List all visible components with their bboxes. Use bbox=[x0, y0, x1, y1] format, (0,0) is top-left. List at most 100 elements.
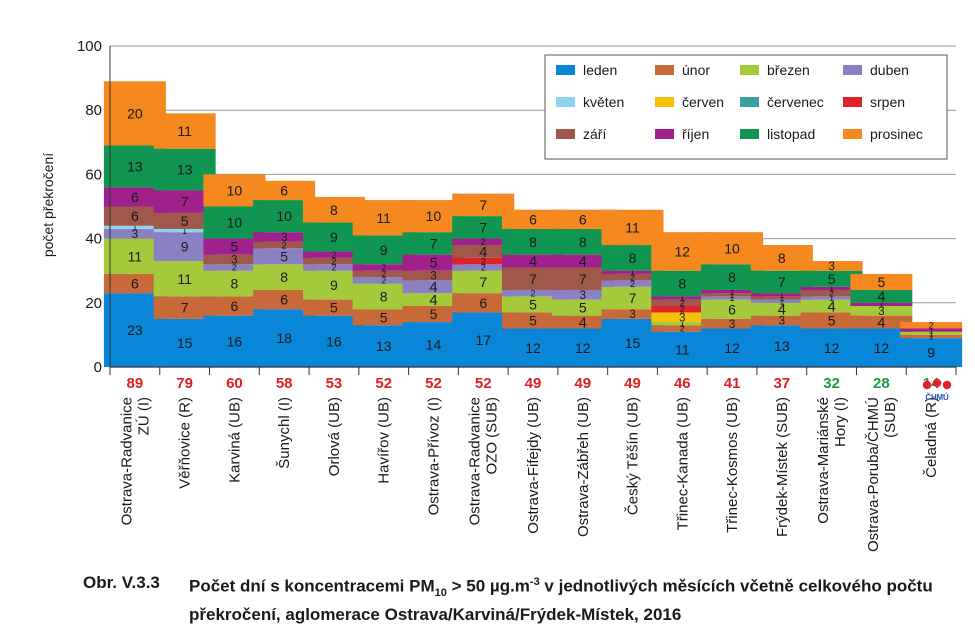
bar-segment bbox=[452, 216, 515, 239]
bar-segment bbox=[253, 180, 316, 201]
data-label: 2 bbox=[282, 240, 287, 250]
legend-label: únor bbox=[682, 62, 710, 78]
category-label-line: Frýdek-Místek (SUB) bbox=[774, 397, 791, 537]
total-label: 28 bbox=[873, 375, 890, 392]
data-label: 2 bbox=[630, 272, 635, 282]
data-label: 11 bbox=[177, 123, 192, 139]
bar-segment bbox=[352, 309, 415, 326]
category-label-line: Ostrava-Fifejdy (UB) bbox=[525, 397, 542, 534]
data-label: 11 bbox=[128, 248, 143, 264]
bar-segment bbox=[850, 302, 913, 307]
bar-segment bbox=[103, 206, 166, 226]
bar-segment bbox=[103, 225, 166, 229]
data-label: 6 bbox=[280, 292, 288, 308]
data-label: 15 bbox=[625, 335, 641, 351]
data-label: 10 bbox=[227, 215, 243, 231]
data-label: 7 bbox=[181, 300, 189, 316]
bar-segment bbox=[900, 322, 963, 329]
data-label: 8 bbox=[579, 234, 587, 250]
logo-text: ČHMÚ bbox=[925, 393, 949, 402]
data-label: 3 bbox=[629, 308, 635, 321]
data-label: 4 bbox=[579, 315, 587, 331]
bar-segment bbox=[900, 328, 963, 332]
category-label-line: Havířov (UB) bbox=[376, 397, 393, 484]
data-label: 3 bbox=[430, 270, 436, 283]
legend-swatch bbox=[556, 65, 575, 75]
data-label: 7 bbox=[181, 194, 189, 210]
data-label: 7 bbox=[529, 271, 537, 287]
data-label: 16 bbox=[326, 333, 342, 349]
legend-label: duben bbox=[870, 62, 909, 78]
data-label: 3 bbox=[132, 228, 138, 241]
data-label: 2 bbox=[331, 250, 336, 260]
bar-segment bbox=[452, 270, 515, 294]
bar-segment bbox=[352, 277, 415, 284]
data-label: 8 bbox=[231, 276, 239, 292]
data-label: 8 bbox=[778, 250, 786, 266]
legend-swatch bbox=[655, 97, 674, 107]
data-label: 9 bbox=[380, 242, 388, 258]
data-label: 2 bbox=[680, 298, 685, 308]
data-label: 1 bbox=[779, 290, 784, 300]
data-label: 5 bbox=[231, 239, 239, 255]
data-label: 8 bbox=[529, 234, 537, 250]
caption-label: Obr. V.3.3 bbox=[83, 573, 160, 592]
category-label-line: Ostrava-Poruba/ČHMÚ bbox=[865, 397, 882, 552]
bar-segment bbox=[153, 296, 216, 319]
data-label: 5 bbox=[380, 309, 388, 325]
data-label: 1 bbox=[132, 223, 137, 233]
category-label-line: Šunychl (I) bbox=[276, 397, 293, 469]
data-label: 9 bbox=[330, 277, 338, 293]
category-label-line: ZÚ (I) bbox=[135, 397, 152, 435]
data-label: 13 bbox=[127, 158, 143, 174]
bar-segment bbox=[651, 322, 714, 326]
data-label: 1 bbox=[630, 268, 635, 278]
caption-text: Počet dní s koncentracemi PM10 > 50 µg.m… bbox=[189, 576, 933, 625]
legend: leden únor březen duben květen červen červenec… bbox=[544, 54, 948, 160]
bar-segment bbox=[153, 228, 216, 233]
data-label: 8 bbox=[330, 202, 338, 218]
data-label: 3 bbox=[878, 305, 884, 318]
total-label: 53 bbox=[326, 375, 343, 392]
legend-label: leden bbox=[583, 62, 617, 78]
data-label: 17 bbox=[475, 332, 491, 348]
total-label: 49 bbox=[624, 375, 641, 392]
data-label: 10 bbox=[276, 208, 292, 224]
data-label: 1 bbox=[730, 287, 735, 297]
total-label: 89 bbox=[127, 375, 144, 392]
bar-segment bbox=[551, 254, 614, 268]
data-label: 8 bbox=[629, 250, 637, 266]
category-label: Ostrava-RadvaniceZÚ (I) bbox=[118, 397, 152, 525]
data-label: 4 bbox=[877, 315, 885, 331]
data-label: 8 bbox=[280, 269, 288, 285]
category-label-line: Karviná (UB) bbox=[226, 397, 243, 483]
bar-segment bbox=[402, 270, 465, 281]
data-label: 5 bbox=[877, 274, 885, 290]
data-label: 1 bbox=[680, 319, 685, 329]
category-label: Ostrava-RadvaniceOZO (SUB) bbox=[467, 397, 501, 525]
bar-segment bbox=[651, 312, 714, 323]
category-label: Frýdek-Místek (SUB) bbox=[774, 397, 791, 537]
y-axis: 0 20 40 60 80 100 bbox=[77, 38, 956, 376]
bar-segment bbox=[203, 238, 266, 255]
total-label: 46 bbox=[674, 375, 691, 392]
data-label: 9 bbox=[181, 239, 189, 255]
legend-label: prosinec bbox=[870, 126, 923, 142]
bar-segment bbox=[551, 289, 614, 300]
category-label-line: (SUB) bbox=[882, 397, 899, 438]
data-label: 2 bbox=[481, 256, 486, 266]
data-label: 8 bbox=[380, 288, 388, 304]
bar-segment bbox=[601, 280, 664, 287]
bar-segment bbox=[402, 306, 465, 323]
data-label: 4 bbox=[579, 254, 587, 270]
data-label: 4 bbox=[479, 245, 487, 261]
data-label: 2 bbox=[630, 279, 635, 289]
legend-swatch bbox=[655, 65, 674, 75]
data-label: 4 bbox=[429, 293, 437, 309]
bar-segment bbox=[253, 241, 316, 249]
data-label: 1 bbox=[779, 293, 784, 303]
data-label: 7 bbox=[479, 274, 487, 290]
bar-segment bbox=[701, 289, 764, 294]
